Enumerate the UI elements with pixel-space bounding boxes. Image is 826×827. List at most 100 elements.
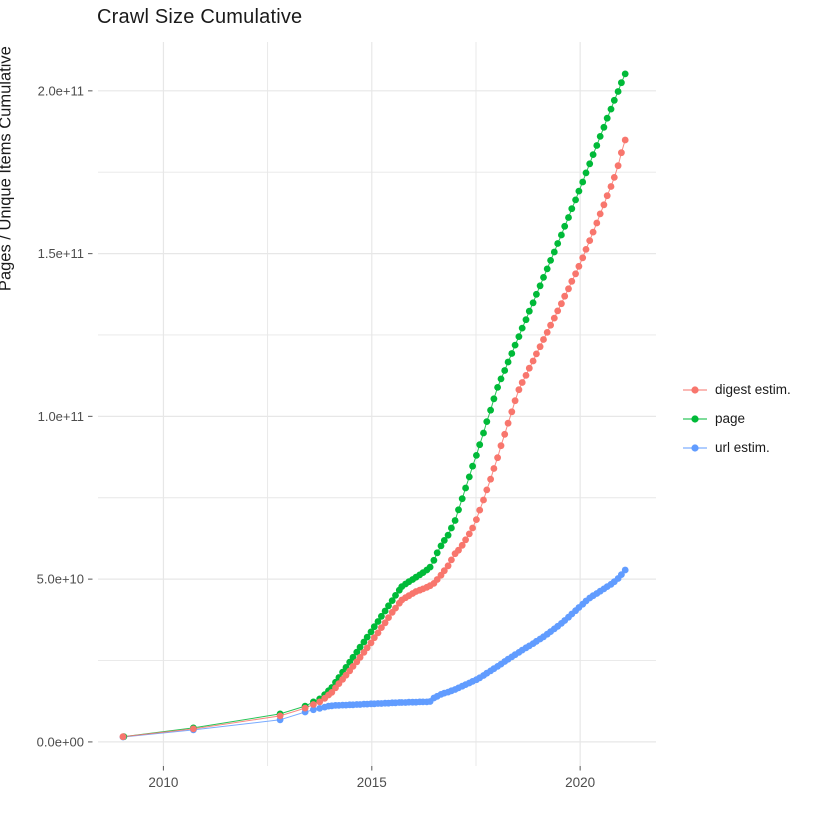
data-point [480,429,487,437]
data-point [558,231,565,239]
series-line-url-estim- [122,569,626,738]
data-point [536,282,544,290]
legend-label-digest: digest estim. [715,382,791,397]
data-point [550,248,558,256]
data-point [511,397,519,405]
data-point [586,160,594,168]
data-point [367,639,375,647]
series-points-digest-estim- [119,136,629,741]
series-path [122,139,626,738]
data-point [614,162,622,170]
data-point [529,299,537,307]
data-point [392,604,399,612]
data-point [600,123,608,131]
data-point [119,733,127,741]
data-point [310,701,317,708]
data-point [360,638,368,646]
data-point [618,571,625,578]
data-point [565,285,572,293]
data-point [529,357,537,365]
data-point [497,442,505,450]
data-point [349,653,357,661]
legend-label-url: url estim. [715,440,770,455]
data-point [621,566,629,574]
data-point [378,624,385,631]
data-point [575,262,583,270]
data-point [444,562,452,570]
y-tick-label: 1.5e+11 [38,246,84,261]
data-point [610,96,618,104]
data-point [363,633,371,641]
data-point [388,597,396,604]
data-point [618,149,625,157]
data-point [392,592,399,599]
data-point [550,314,558,322]
data-point [596,133,604,140]
data-point [310,706,317,714]
data-point [490,465,498,472]
data-point [554,240,562,247]
data-point [455,506,462,514]
data-point [614,88,622,95]
legend: digest estim. page url estim. [682,375,791,462]
data-point [508,408,516,416]
data-point [385,602,392,610]
data-point [448,524,455,532]
data-point [582,169,590,177]
x-tick-label: 2010 [148,775,178,790]
gridlines [98,42,656,766]
data-point [381,607,389,615]
data-point [276,712,284,720]
data-point [458,541,466,549]
data-point [469,524,476,532]
data-point [473,516,480,523]
data-point [363,644,371,652]
legend-item-url: url estim. [682,433,791,462]
data-point [370,634,378,642]
data-point [607,105,615,113]
data-point [501,367,509,374]
data-point [328,689,336,696]
data-point [589,151,597,159]
data-point [465,530,473,538]
data-point [301,704,309,712]
data-point [568,205,576,213]
legend-label-page: page [715,411,746,426]
data-point [504,358,512,366]
data-point [518,324,526,332]
data-point [572,270,579,278]
data-point [444,531,452,539]
data-point [458,495,466,503]
data-point [607,183,615,190]
x-tick-label: 2015 [357,775,387,790]
data-point [490,395,498,403]
data-point [543,329,551,336]
data-point [610,174,618,181]
data-point [462,536,469,544]
data-point [621,70,629,78]
data-point [554,307,562,315]
data-point [476,506,484,514]
data-point [437,542,445,550]
data-point [430,556,438,564]
data-point [575,187,583,195]
chart-title: Crawl Size Cumulative [97,6,303,28]
data-point [501,430,509,438]
y-tick-label: 5.0e+10 [37,572,84,587]
data-point [561,222,569,230]
data-point [540,274,547,281]
data-point [378,612,385,620]
data-point [440,567,448,575]
data-point [483,418,491,425]
data-point [518,379,526,386]
y-tick-label: 2.0e+11 [38,83,84,98]
data-point [374,618,382,625]
data-point [522,372,530,379]
y-tick-label: 0.0e+00 [37,734,84,749]
data-point [568,277,576,285]
data-point [465,473,473,481]
data-point [426,563,434,571]
data-point [381,619,389,627]
data-point [349,663,357,670]
